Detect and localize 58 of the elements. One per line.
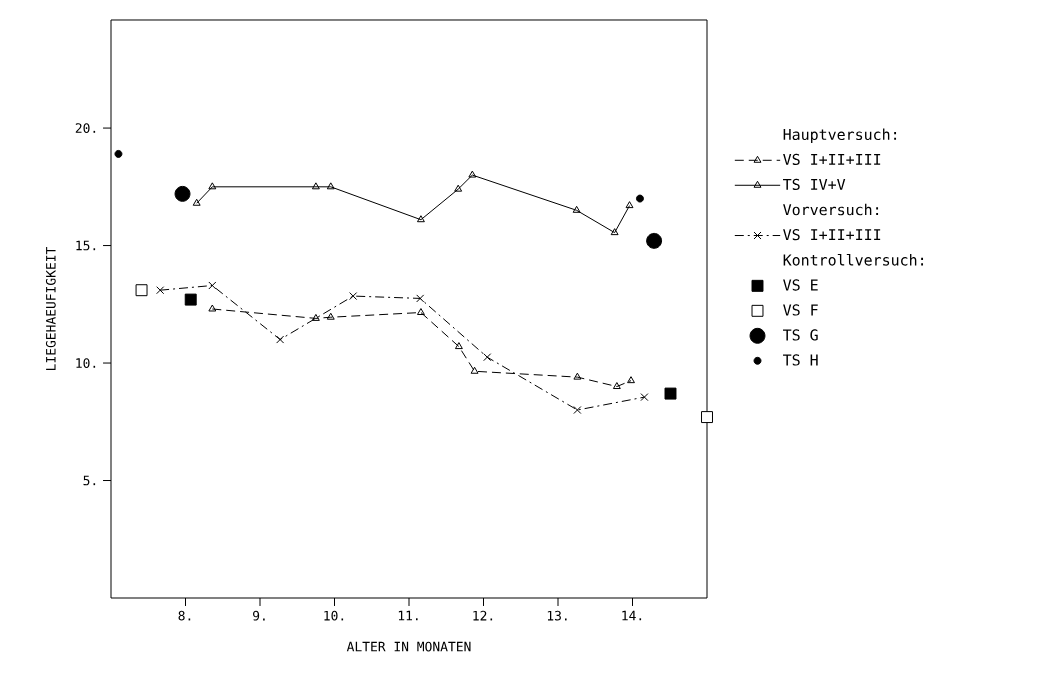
text: Kontrollversuch: — [783, 254, 924, 266]
point — [610, 228, 619, 236]
point — [416, 215, 425, 223]
point — [573, 406, 582, 415]
y-tick-label: 20. — [75, 123, 96, 133]
point — [470, 366, 479, 374]
x-tick-label: 9. — [253, 610, 265, 621]
legend-label: TS G — [783, 329, 818, 341]
point — [468, 170, 477, 178]
point — [349, 292, 358, 301]
point — [156, 286, 165, 295]
point — [416, 308, 425, 316]
point — [664, 387, 677, 400]
point — [311, 313, 320, 321]
point — [572, 205, 581, 213]
legend-label: TS H — [783, 354, 818, 366]
legend-label: VS E — [783, 279, 818, 291]
point — [416, 294, 425, 303]
point — [454, 184, 463, 192]
x-tick-label: 8. — [178, 610, 191, 621]
legend-label: VS F — [783, 304, 818, 316]
y-axis-title: LIEGEHAEUFIGKEIT — [45, 246, 56, 371]
point — [208, 304, 217, 312]
point — [646, 232, 663, 249]
text: Hauptversuch: — [783, 128, 897, 143]
point — [701, 411, 713, 424]
x-tick-label: 13. — [547, 610, 567, 621]
point — [135, 284, 148, 297]
point — [192, 198, 201, 206]
point — [311, 182, 320, 190]
point — [627, 376, 635, 384]
point — [612, 382, 621, 390]
point — [326, 182, 335, 190]
x-tick-label: 12. — [473, 610, 493, 621]
point — [184, 293, 197, 306]
y-tick-label: 15. — [76, 240, 96, 251]
x-axis-title: ALTER IN MONATEN — [346, 641, 471, 652]
point — [276, 335, 285, 344]
point — [640, 393, 649, 402]
point — [635, 194, 644, 203]
point — [208, 182, 217, 190]
x-tick-label: 14. — [622, 610, 642, 621]
point — [454, 342, 463, 350]
point — [326, 312, 335, 320]
x-tick-label: 11. — [398, 610, 418, 621]
point — [174, 185, 191, 202]
legend-label: VS I+II+III — [783, 153, 881, 166]
x-tick-label: 10. — [324, 610, 344, 621]
legend-label: TS IV+V — [783, 178, 846, 191]
point — [573, 372, 582, 380]
point — [483, 353, 492, 362]
point — [208, 281, 217, 290]
point — [625, 201, 634, 209]
y-tick-label: 10. — [76, 358, 96, 368]
y-tick-label: 5. — [83, 475, 96, 486]
point — [114, 149, 123, 158]
text: Vorversuch: — [783, 203, 879, 216]
legend-label: VS I+II+III — [783, 229, 881, 241]
